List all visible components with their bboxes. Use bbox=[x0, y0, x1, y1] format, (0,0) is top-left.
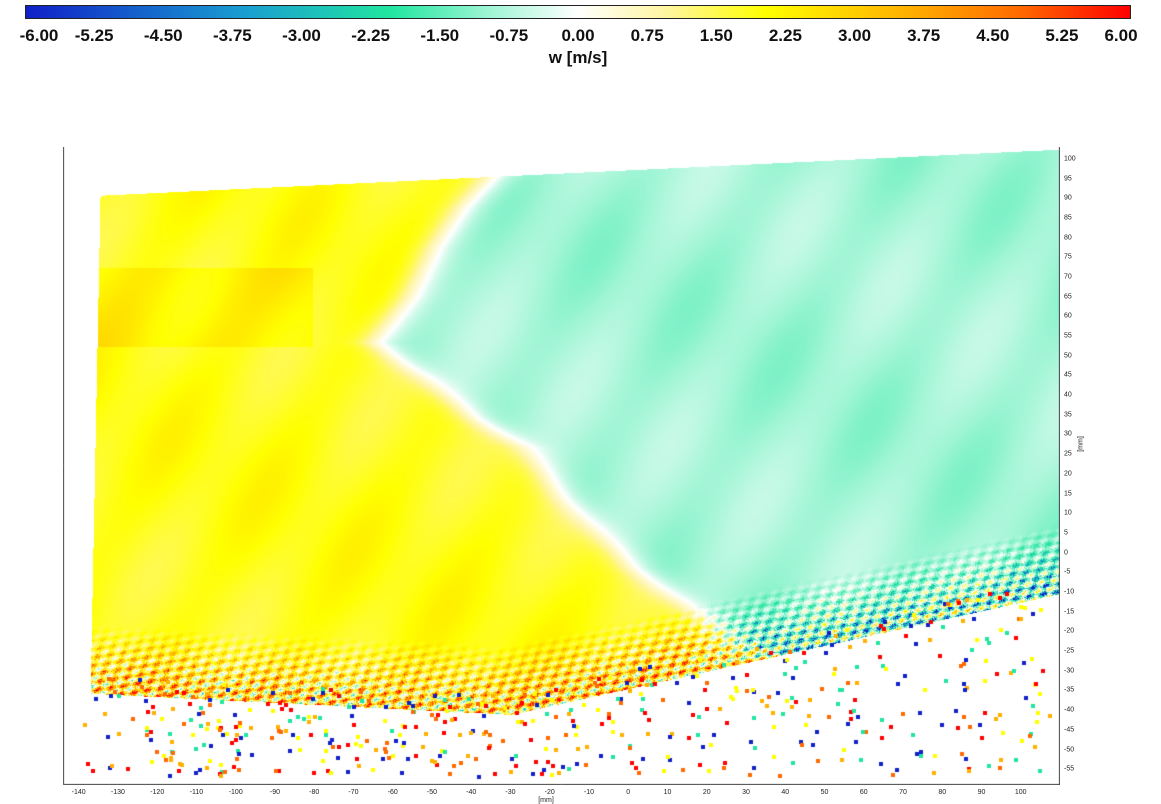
y-tick-label: 75 bbox=[1064, 253, 1072, 261]
colorbar-tick-label: -5.25 bbox=[74, 26, 114, 45]
colorbar-tick-label: 0.75 bbox=[630, 26, 664, 45]
x-tick-label: -130 bbox=[110, 789, 125, 796]
x-tick-label: -90 bbox=[269, 789, 281, 796]
x-tick-label: 10 bbox=[663, 789, 672, 796]
colorbar-tick-label: 0.00 bbox=[561, 26, 595, 45]
colorbar-tick-label: 4.50 bbox=[976, 26, 1010, 45]
x-tick-label: -30 bbox=[505, 789, 516, 796]
colorbar-tick-label: -6.00 bbox=[19, 26, 59, 45]
y-tick-label: 25 bbox=[1064, 450, 1072, 458]
y-tick-label: 55 bbox=[1064, 332, 1072, 340]
colorbar bbox=[25, 5, 1131, 19]
velocity-field bbox=[63, 147, 1060, 785]
y-tick-label: 15 bbox=[1064, 490, 1072, 498]
y-tick-label: 100 bbox=[1064, 155, 1076, 163]
x-tick-label: -40 bbox=[466, 789, 477, 796]
y-tick-label: -40 bbox=[1064, 706, 1075, 714]
y-tick-label: 40 bbox=[1064, 391, 1072, 399]
x-tick-label: -50 bbox=[426, 789, 438, 796]
y-tick-label: 65 bbox=[1064, 293, 1072, 301]
x-tick-label: 90 bbox=[977, 789, 986, 796]
x-tick-label: 60 bbox=[859, 789, 868, 796]
y-tick-label: -55 bbox=[1064, 765, 1075, 773]
y-tick-label: 10 bbox=[1064, 509, 1072, 517]
y-tick-label: -10 bbox=[1064, 588, 1075, 596]
colorbar-tick-label: 3.00 bbox=[837, 26, 872, 45]
y-tick-label: 80 bbox=[1064, 234, 1072, 242]
colorbar-tick-label: 3.75 bbox=[907, 26, 941, 45]
x-tick-label: -140 bbox=[71, 789, 86, 796]
y-tick-label: -30 bbox=[1064, 667, 1075, 675]
y-tick-label: -45 bbox=[1064, 726, 1075, 734]
x-tick-label: 70 bbox=[899, 789, 907, 796]
y-tick-label: -20 bbox=[1064, 627, 1075, 635]
y-tick-label: 85 bbox=[1064, 214, 1072, 222]
x-tick-label: 20 bbox=[702, 789, 711, 796]
colorbar-tick-label: -1.50 bbox=[420, 26, 460, 45]
colorbar-tick-label: -2.25 bbox=[351, 26, 390, 45]
x-tick-label: 0 bbox=[626, 789, 631, 796]
y-tick-label: 0 bbox=[1064, 549, 1068, 557]
y-tick-label: 45 bbox=[1064, 371, 1072, 379]
x-tick-label: 80 bbox=[938, 789, 947, 796]
colorbar-tick-label: 5.25 bbox=[1045, 26, 1079, 45]
y-tick-label: -25 bbox=[1064, 647, 1075, 655]
x-tick-label: -110 bbox=[189, 789, 204, 796]
colorbar-title: w [m/s] bbox=[548, 48, 608, 67]
x-tick-label: 30 bbox=[742, 789, 750, 796]
x-tick-label: -120 bbox=[150, 789, 165, 796]
colorbar-tick-label: 6.00 bbox=[1104, 26, 1138, 45]
y-tick-label: 60 bbox=[1064, 312, 1072, 320]
y-tick-label: 30 bbox=[1064, 430, 1072, 438]
y-tick-label: 35 bbox=[1064, 411, 1072, 419]
y-tick-label: 50 bbox=[1064, 352, 1072, 360]
colorbar-tick-label: -3.75 bbox=[213, 26, 252, 45]
y-tick-label: -50 bbox=[1064, 746, 1075, 754]
x-tick-label: 100 bbox=[1014, 789, 1027, 796]
x-axis-unit: [mm] bbox=[538, 797, 554, 804]
y-tick-label: 20 bbox=[1064, 470, 1072, 478]
x-tick-label: 40 bbox=[781, 789, 790, 796]
colorbar-tick-label: 2.25 bbox=[768, 26, 802, 45]
heatmap-plot bbox=[63, 147, 1060, 785]
y-tick-label: 95 bbox=[1064, 175, 1072, 182]
y-axis-unit: [mm] bbox=[1077, 436, 1085, 452]
y-tick-label: 5 bbox=[1064, 529, 1068, 537]
x-tick-label: -100 bbox=[228, 789, 243, 796]
y-tick-label: 90 bbox=[1064, 194, 1072, 202]
x-tick-label: 50 bbox=[820, 789, 829, 796]
x-tick-label: -10 bbox=[583, 789, 595, 796]
x-tick-label: -80 bbox=[309, 789, 320, 796]
x-tick-label: -70 bbox=[348, 789, 359, 796]
y-tick-label: -15 bbox=[1064, 608, 1075, 616]
y-tick-label: 70 bbox=[1064, 273, 1072, 281]
x-tick-label: -60 bbox=[387, 789, 398, 796]
colorbar-tick-label: -0.75 bbox=[489, 26, 529, 45]
y-tick-label: -35 bbox=[1064, 686, 1075, 694]
colorbar-tick-label: -3.00 bbox=[282, 26, 321, 45]
x-tick-label: -20 bbox=[544, 789, 555, 796]
colorbar-tick-label: -4.50 bbox=[143, 26, 183, 45]
colorbar-tick-label: 1.50 bbox=[699, 26, 733, 45]
y-tick-label: -5 bbox=[1064, 568, 1071, 576]
